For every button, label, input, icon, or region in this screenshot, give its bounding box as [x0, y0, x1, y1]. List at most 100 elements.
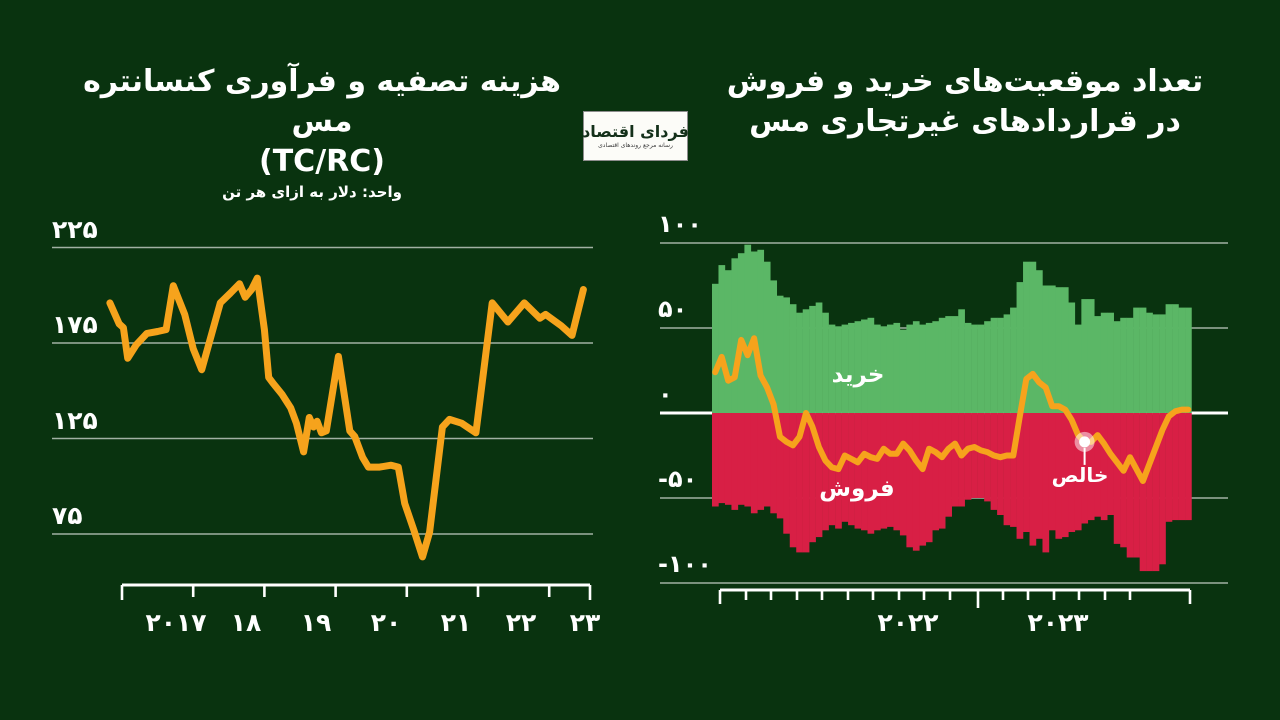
- left-y-tick-label: ۷۵: [52, 501, 83, 530]
- long-position-bar: [1172, 304, 1179, 413]
- short-position-bar: [1068, 413, 1076, 532]
- short-position-bar: [880, 413, 888, 529]
- short-position-bar: [1107, 413, 1114, 515]
- short-position-bar: [1023, 413, 1030, 532]
- short-position-bar: [1120, 413, 1127, 548]
- long-position-bar: [848, 322, 855, 413]
- buy-area-label: خرید: [831, 362, 885, 388]
- long-position-bar: [1074, 324, 1082, 413]
- short-position-bar: [945, 413, 952, 517]
- short-position-bar: [783, 413, 790, 534]
- right-x-tick-label: ۲۰۲۲: [877, 608, 939, 637]
- net-marker-dot: [1079, 436, 1091, 448]
- long-position-bar: [1178, 307, 1186, 413]
- short-position-bar: [854, 413, 862, 529]
- short-position-bar: [925, 413, 933, 543]
- short-position-bar: [809, 413, 816, 543]
- long-position-bar: [880, 326, 888, 413]
- long-position-bar: [906, 324, 914, 413]
- left-x-tick-label: ۱۹: [300, 608, 332, 637]
- short-position-bar: [1100, 413, 1108, 521]
- short-position-bar: [964, 413, 972, 500]
- short-position-bar: [1126, 413, 1134, 558]
- left-x-tick-label: ۲۲: [505, 608, 537, 637]
- long-position-bar: [1185, 307, 1192, 413]
- left-y-tick-label: ۲۲۵: [52, 215, 98, 244]
- long-position-bar: [744, 244, 752, 413]
- short-position-bar: [1178, 413, 1186, 521]
- long-position-bar: [802, 309, 810, 413]
- short-position-bar: [977, 413, 985, 498]
- left-y-tick-label: ۱۲۵: [52, 406, 98, 435]
- long-position-bar: [712, 283, 719, 413]
- long-position-bar: [990, 317, 998, 413]
- short-position-bar: [1016, 413, 1024, 539]
- short-position-bar: [1087, 413, 1095, 521]
- short-position-bar: [802, 413, 810, 553]
- long-position-bar: [1100, 312, 1108, 413]
- long-position-bar: [835, 326, 842, 413]
- short-position-bar: [1165, 413, 1173, 522]
- short-position-bar: [932, 413, 940, 531]
- left-x-tick-label: ۲۰۱۷: [145, 608, 207, 637]
- short-position-bar: [1159, 413, 1166, 565]
- long-position-bar: [958, 309, 965, 413]
- short-position-bar: [1010, 413, 1017, 527]
- sell-area-label: فروش: [819, 476, 895, 502]
- short-position-bar: [990, 413, 998, 510]
- short-position-bar: [893, 413, 901, 531]
- short-position-bar: [796, 413, 803, 553]
- short-position-bar: [789, 413, 797, 548]
- long-position-bar: [1107, 312, 1114, 413]
- long-position-bar: [1061, 287, 1069, 413]
- short-position-bar: [770, 413, 778, 514]
- long-position-bar: [1042, 285, 1050, 413]
- short-position-bar: [906, 413, 914, 548]
- net-line: [712, 335, 1192, 484]
- right-y-tick-label: -۵۰: [658, 465, 698, 493]
- long-position-bar: [861, 319, 868, 413]
- long-position-bar: [737, 253, 745, 413]
- right-y-tick-label: ۰: [658, 380, 673, 408]
- net-line-label: خالص: [1051, 463, 1109, 487]
- long-position-bar: [886, 324, 894, 413]
- short-position-bar: [1048, 413, 1056, 531]
- long-position-bar: [854, 321, 862, 413]
- right-y-tick-label: -۱۰۰: [658, 550, 712, 578]
- left-y-tick-label: ۱۷۵: [52, 310, 98, 339]
- short-position-bar: [1003, 413, 1011, 526]
- short-position-bar: [763, 413, 771, 507]
- long-position-bar: [789, 304, 797, 413]
- short-position-bar: [861, 413, 868, 531]
- long-position-bar: [815, 302, 823, 413]
- long-position-bar: [1081, 299, 1089, 413]
- long-position-bar: [796, 312, 803, 413]
- right-x-tick-label: ۲۰۲۳: [1027, 608, 1089, 637]
- long-position-bar: [1139, 307, 1147, 413]
- long-position-bar: [763, 261, 771, 413]
- short-position-bar: [822, 413, 829, 531]
- long-position-bar: [841, 324, 849, 413]
- short-position-bar: [1036, 413, 1043, 539]
- long-position-bar: [1146, 312, 1153, 413]
- short-position-bar: [899, 413, 907, 536]
- short-position-bar: [867, 413, 875, 534]
- long-position-bar: [1003, 314, 1011, 413]
- long-position-bar: [822, 312, 829, 413]
- long-position-bar: [1029, 261, 1037, 413]
- long-position-bar: [783, 297, 790, 413]
- short-position-bar: [938, 413, 946, 529]
- long-position-bar: [932, 321, 940, 413]
- logo-fardaye-eghtesad: فردای اقتصاد رسانه مرجع روندهای اقتصادی: [582, 111, 689, 161]
- long-position-bar: [899, 329, 907, 413]
- logo-title: فردای اقتصاد: [582, 122, 689, 141]
- right-y-tick-label: ۱۰۰: [658, 210, 702, 238]
- long-position-bar: [1165, 304, 1173, 413]
- long-position-bar: [964, 322, 972, 413]
- long-position-bar: [724, 270, 732, 413]
- logo-tagline: رسانه مرجع روندهای اقتصادی: [598, 142, 673, 149]
- right-y-tick-label: ۵۰: [658, 295, 688, 323]
- long-position-bar: [977, 324, 985, 413]
